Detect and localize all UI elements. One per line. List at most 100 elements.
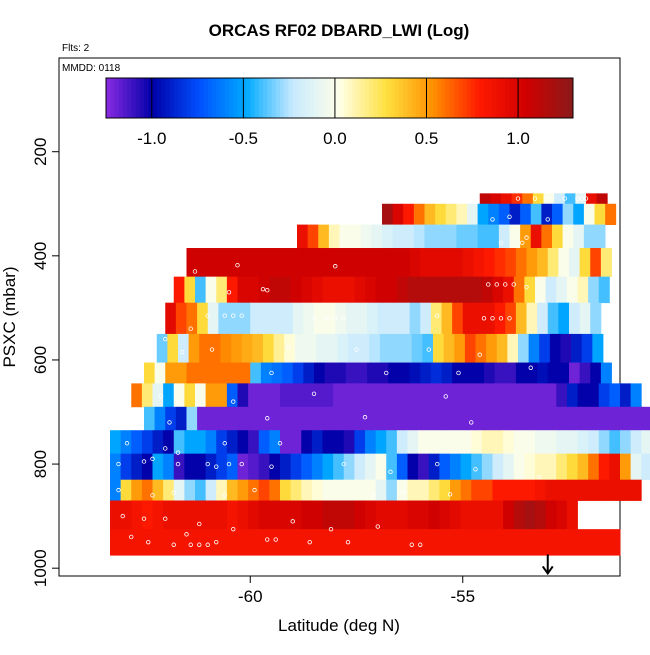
heatmap-cell-r6-c1 bbox=[167, 333, 179, 363]
heatmap-cell-r14-c38 bbox=[513, 529, 525, 556]
heatmap-cell-r14-c45 bbox=[588, 529, 600, 556]
heatmap-cell-r13-c25 bbox=[375, 500, 387, 530]
heatmap-cell-r0-c10 bbox=[586, 193, 598, 205]
heatmap-cell-r9-c19 bbox=[345, 406, 357, 431]
measurement-symbol-71 bbox=[239, 461, 244, 467]
heatmap-cell-r1-c16 bbox=[552, 203, 564, 225]
heatmap-cell-r13-c29 bbox=[418, 500, 430, 530]
heatmap-cell-r13-c34 bbox=[471, 500, 483, 530]
heatmap-cell-r12-c19 bbox=[311, 479, 323, 501]
heatmap-cell-r9-c35 bbox=[515, 406, 527, 431]
colorbar-segment-10 bbox=[148, 78, 154, 118]
heatmap-cell-r13-c33 bbox=[460, 500, 472, 530]
colorbar-segment-59 bbox=[356, 78, 362, 118]
colorbar-segment-72 bbox=[411, 78, 417, 118]
measurement-symbol-67 bbox=[175, 461, 181, 467]
heatmap-cell-r3-c4 bbox=[229, 248, 241, 278]
measurement-symbol-73 bbox=[341, 461, 346, 467]
measurement-symbol-89 bbox=[184, 532, 189, 537]
heatmap-cell-r3-c10 bbox=[292, 248, 304, 278]
heatmap-cell-r4-c13 bbox=[311, 276, 323, 304]
colorbar-segment-31 bbox=[237, 78, 243, 118]
heatmap-cell-r9-c45 bbox=[622, 406, 634, 431]
measurement-symbol-36 bbox=[507, 316, 512, 321]
colorbar-segment-109 bbox=[568, 78, 574, 118]
measurement-symbol-3 bbox=[515, 196, 521, 201]
heatmap-cell-r11-c11 bbox=[226, 453, 238, 481]
heatmap-cell-r8-c23 bbox=[375, 383, 387, 408]
heatmap-cell-r9-c5 bbox=[197, 406, 209, 431]
measurement-symbol-61 bbox=[175, 450, 181, 455]
heatmap-cell-r8-c26 bbox=[407, 383, 419, 408]
heatmap-cell-r12-c36 bbox=[492, 479, 504, 501]
heatmap-cell-r12-c3 bbox=[141, 479, 153, 501]
heatmap-cell-r12-c22 bbox=[343, 479, 355, 501]
heatmap-cell-r13-c37 bbox=[503, 500, 515, 530]
heatmap-cell-r14-c16 bbox=[280, 529, 292, 556]
heatmap-cell-r1-c3 bbox=[413, 203, 425, 225]
date-note: MMDD: 0118 bbox=[62, 63, 121, 74]
colorbar-segment-11 bbox=[152, 78, 158, 118]
heatmap-cell-r2-c13 bbox=[435, 224, 447, 249]
heatmap-cell-r7-c7 bbox=[218, 362, 230, 384]
colorbar-segment-16 bbox=[173, 78, 179, 118]
heatmap-cell-r2-c3 bbox=[328, 224, 340, 249]
heatmap-cell-r1-c6 bbox=[445, 203, 457, 225]
colorbar-tick-label-4: 1.0 bbox=[506, 129, 530, 148]
heatmap-cell-r5-c20 bbox=[377, 302, 389, 335]
heatmap-cell-r2-c7 bbox=[371, 224, 383, 249]
colorbar-segment-108 bbox=[564, 78, 570, 118]
heatmap-cell-r3-c3 bbox=[218, 248, 230, 278]
measurement-symbol-92 bbox=[290, 519, 295, 524]
heatmap-cell-r3-c29 bbox=[494, 248, 506, 278]
heatmap-cell-r13-c22 bbox=[343, 500, 355, 530]
colorbar-segment-50 bbox=[318, 78, 324, 118]
heatmap-cell-r10-c10 bbox=[216, 430, 228, 455]
heatmap-cell-r12-c41 bbox=[545, 479, 557, 501]
colorbar-segment-6 bbox=[131, 78, 137, 118]
measurement-symbol-16 bbox=[486, 282, 491, 287]
colorbar-segment-84 bbox=[462, 78, 468, 118]
colorbar-segment-35 bbox=[254, 78, 260, 118]
heatmap-cell-r13-c28 bbox=[407, 500, 419, 530]
heatmap-cell-r10-c26 bbox=[386, 430, 398, 455]
colorbar-segment-65 bbox=[381, 78, 387, 118]
colorbar-segment-41 bbox=[280, 78, 285, 118]
heatmap-cell-r12-c6 bbox=[173, 479, 185, 501]
heatmap-cell-r4-c35 bbox=[545, 276, 557, 304]
measurement-symbol-13 bbox=[333, 264, 338, 269]
heatmap-cell-r13-c10 bbox=[216, 500, 228, 530]
colorbar-tick-label-3: 0.5 bbox=[415, 129, 439, 148]
heatmap-cell-r14-c32 bbox=[450, 529, 462, 556]
heatmap-cell-r12-c47 bbox=[609, 479, 621, 501]
heatmap-cell-r9-c37 bbox=[537, 406, 549, 431]
heatmap-cell-r14-c6 bbox=[173, 529, 185, 556]
heatmap-cell-r14-c17 bbox=[290, 529, 302, 556]
heatmap-cell-r4-c34 bbox=[535, 276, 547, 304]
heatmap-cell-r12-c24 bbox=[365, 479, 377, 501]
heatmap-cell-r5-c0 bbox=[165, 302, 177, 335]
heatmap-cell-r7-c3 bbox=[175, 362, 187, 384]
heatmap-cell-r7-c15 bbox=[303, 362, 315, 384]
heatmap-cell-r10-c43 bbox=[566, 430, 578, 455]
heatmap-cell-r7-c14 bbox=[292, 362, 304, 384]
heatmap-cell-r2-c2 bbox=[318, 224, 330, 249]
heatmap-cell-r8-c32 bbox=[471, 383, 483, 408]
heatmap-cell-r11-c37 bbox=[503, 453, 515, 481]
heatmap-cell-r6-c10 bbox=[263, 333, 275, 363]
heatmap-cell-r4-c17 bbox=[354, 276, 366, 304]
heatmap-cell-r2-c0 bbox=[297, 224, 309, 249]
measurement-symbol-32 bbox=[435, 313, 440, 318]
heatmap-cell-r6-c34 bbox=[518, 333, 530, 363]
heatmap-cell-r11-c33 bbox=[460, 453, 472, 481]
y-axis-label: PSXC (mbar) bbox=[0, 266, 19, 367]
heatmap-cell-r8-c22 bbox=[365, 383, 377, 408]
heatmap-cell-r13-c1 bbox=[120, 500, 132, 530]
measurement-symbol-80 bbox=[171, 490, 176, 495]
colorbar-segment-66 bbox=[386, 78, 391, 118]
measurement-symbol-104 bbox=[307, 539, 312, 545]
colorbar-segment-54 bbox=[335, 78, 340, 118]
heatmap-cell-r11-c45 bbox=[588, 453, 600, 481]
heatmap-cell-r7-c26 bbox=[420, 362, 432, 384]
heatmap-cell-r14-c24 bbox=[365, 529, 377, 556]
